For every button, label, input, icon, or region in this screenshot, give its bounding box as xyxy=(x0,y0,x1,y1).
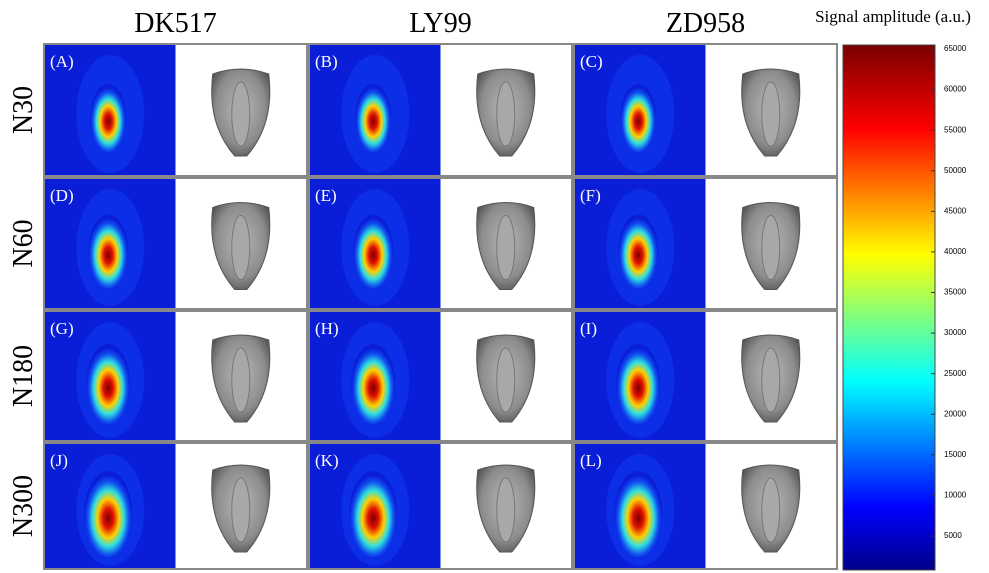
heatmap-signal xyxy=(88,215,128,289)
kernel-embryo xyxy=(762,216,780,280)
row-header: N30 xyxy=(8,86,39,134)
column-header: DK517 xyxy=(134,8,216,39)
colorbar-tick-label: 25000 xyxy=(944,369,967,378)
colorbar-tick-label: 40000 xyxy=(944,247,967,256)
colorbar-tick-label: 15000 xyxy=(944,450,967,459)
colorbar-tick-label: 65000 xyxy=(944,44,967,53)
panel-label: (F) xyxy=(580,186,601,205)
row-header: N300 xyxy=(8,475,39,537)
colorbar xyxy=(843,45,935,570)
panel-label: (G) xyxy=(50,319,74,338)
kernel-embryo xyxy=(232,82,250,146)
heatmap-signal xyxy=(351,344,395,424)
kernel-embryo xyxy=(232,348,250,412)
kernel-embryo xyxy=(762,478,780,542)
figure: Signal amplitude (a.u.) DK517 LY99 ZD958 N3… xyxy=(0,0,989,573)
panel-label: (K) xyxy=(315,451,339,470)
heatmap-signal xyxy=(84,471,132,557)
kernel-embryo xyxy=(762,82,780,146)
panel-label: (L) xyxy=(580,451,602,470)
colorbar-tick-label: 30000 xyxy=(944,328,967,337)
panel-label: (E) xyxy=(315,186,337,205)
colorbar-tick-label: 5000 xyxy=(944,531,962,540)
column-header: LY99 xyxy=(409,8,472,39)
panel-label: (I) xyxy=(580,319,597,338)
panel-label: (B) xyxy=(315,52,338,71)
heatmap-signal xyxy=(353,215,393,289)
kernel-embryo xyxy=(232,216,250,280)
kernel-embryo xyxy=(232,478,250,542)
panel-label: (D) xyxy=(50,186,74,205)
heatmap-signal xyxy=(355,84,391,152)
panel-label: (J) xyxy=(50,451,68,470)
heatmap-signal xyxy=(349,471,397,557)
colorbar-tick-label: 20000 xyxy=(944,409,967,418)
colorbar-tick-label: 55000 xyxy=(944,125,967,134)
colorbar-tick-label: 50000 xyxy=(944,166,967,175)
colorbar-tick-label: 60000 xyxy=(944,85,967,94)
colorbar-tick-label: 45000 xyxy=(944,206,967,215)
kernel-embryo xyxy=(762,348,780,412)
heatmap-signal xyxy=(620,84,656,152)
colorbar-title: Signal amplitude (a.u.) xyxy=(815,7,971,26)
heatmap-signal xyxy=(616,344,660,424)
panel-label: (C) xyxy=(580,52,603,71)
kernel-embryo xyxy=(497,478,515,542)
colorbar-tick-label: 10000 xyxy=(944,491,967,500)
heatmap-signal xyxy=(86,344,130,424)
heatmap-signal xyxy=(618,215,658,289)
heatmap-signal xyxy=(90,84,126,152)
colorbar-tick-label: 35000 xyxy=(944,288,967,297)
panel-label: (H) xyxy=(315,319,339,338)
row-header: N60 xyxy=(8,219,39,267)
row-header: N180 xyxy=(8,345,39,407)
heatmap-signal xyxy=(614,471,662,557)
panel-label: (A) xyxy=(50,52,74,71)
kernel-embryo xyxy=(497,348,515,412)
kernel-embryo xyxy=(497,82,515,146)
column-header: ZD958 xyxy=(666,8,745,39)
kernel-embryo xyxy=(497,216,515,280)
